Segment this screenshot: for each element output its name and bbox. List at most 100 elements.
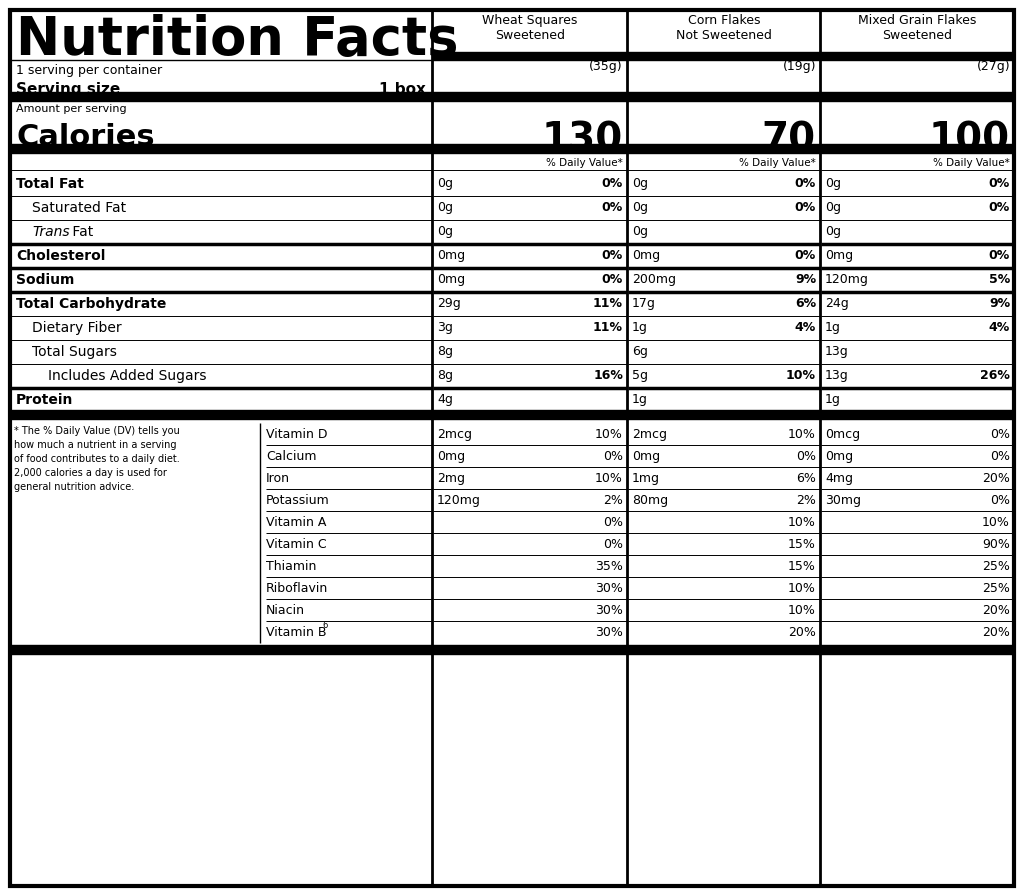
Text: 2mcg: 2mcg xyxy=(437,428,472,441)
Text: 20%: 20% xyxy=(982,604,1010,617)
Text: 13g: 13g xyxy=(825,345,849,358)
Text: 0%: 0% xyxy=(795,177,816,190)
Text: 0%: 0% xyxy=(989,249,1010,262)
Text: 1 serving per container: 1 serving per container xyxy=(16,64,162,77)
Text: Serving size: Serving size xyxy=(16,82,120,97)
Text: 0%: 0% xyxy=(602,201,623,214)
Text: 30%: 30% xyxy=(595,604,623,617)
Text: 0g: 0g xyxy=(437,177,453,190)
Text: 6g: 6g xyxy=(632,345,648,358)
Text: 0%: 0% xyxy=(989,177,1010,190)
Text: Mixed Grain Flakes
Sweetened: Mixed Grain Flakes Sweetened xyxy=(858,14,977,42)
Text: 80mg: 80mg xyxy=(632,494,668,507)
Text: 0g: 0g xyxy=(437,201,453,214)
Text: 20%: 20% xyxy=(982,626,1010,639)
Text: 90%: 90% xyxy=(982,538,1010,551)
Text: 2%: 2% xyxy=(796,494,816,507)
Text: 200mg: 200mg xyxy=(632,273,676,286)
Text: 0%: 0% xyxy=(602,273,623,286)
Text: how much a nutrient in a serving: how much a nutrient in a serving xyxy=(14,440,176,450)
Text: 9%: 9% xyxy=(989,297,1010,310)
Text: 10%: 10% xyxy=(788,428,816,441)
Text: Total Sugars: Total Sugars xyxy=(32,345,117,359)
Text: 4%: 4% xyxy=(989,321,1010,334)
Text: 0mg: 0mg xyxy=(437,249,465,262)
Text: 25%: 25% xyxy=(982,582,1010,595)
Text: general nutrition advice.: general nutrition advice. xyxy=(14,482,134,492)
Text: 0%: 0% xyxy=(603,516,623,529)
Text: Protein: Protein xyxy=(16,393,74,407)
Text: 0%: 0% xyxy=(990,428,1010,441)
Text: 0g: 0g xyxy=(437,225,453,238)
Text: % Daily Value*: % Daily Value* xyxy=(546,158,623,168)
Text: 1 box: 1 box xyxy=(379,82,426,97)
Text: Total Fat: Total Fat xyxy=(16,177,84,191)
Text: 6%: 6% xyxy=(795,297,816,310)
Text: 4mg: 4mg xyxy=(825,472,853,485)
Text: 1mg: 1mg xyxy=(632,472,660,485)
Text: 2%: 2% xyxy=(603,494,623,507)
Text: 10%: 10% xyxy=(788,582,816,595)
Text: 30%: 30% xyxy=(595,626,623,639)
Text: 16%: 16% xyxy=(593,369,623,382)
Text: Dietary Fiber: Dietary Fiber xyxy=(32,321,122,335)
Text: 10%: 10% xyxy=(788,604,816,617)
Text: 0%: 0% xyxy=(603,450,623,463)
Text: 0%: 0% xyxy=(795,249,816,262)
Text: 3g: 3g xyxy=(437,321,453,334)
Text: (19g): (19g) xyxy=(782,60,816,73)
Text: 20%: 20% xyxy=(788,626,816,639)
Text: 0g: 0g xyxy=(825,177,841,190)
Text: 2,000 calories a day is used for: 2,000 calories a day is used for xyxy=(14,468,167,478)
Text: 0g: 0g xyxy=(632,225,648,238)
Text: Iron: Iron xyxy=(266,472,290,485)
Text: 10%: 10% xyxy=(786,369,816,382)
Text: 17g: 17g xyxy=(632,297,656,310)
Text: 11%: 11% xyxy=(593,297,623,310)
Text: 8g: 8g xyxy=(437,369,453,382)
Text: 130: 130 xyxy=(542,120,623,158)
Text: Vitamin C: Vitamin C xyxy=(266,538,327,551)
Text: 0%: 0% xyxy=(990,450,1010,463)
Text: 0mcg: 0mcg xyxy=(825,428,860,441)
Text: 0mg: 0mg xyxy=(825,450,853,463)
Text: Amount per serving: Amount per serving xyxy=(16,104,127,114)
Text: 0g: 0g xyxy=(825,225,841,238)
Text: 0g: 0g xyxy=(632,177,648,190)
Text: 30%: 30% xyxy=(595,582,623,595)
Text: Calories: Calories xyxy=(16,123,155,152)
Text: 6: 6 xyxy=(322,621,328,630)
Text: 2mg: 2mg xyxy=(437,472,465,485)
Text: 4%: 4% xyxy=(795,321,816,334)
Text: % Daily Value*: % Daily Value* xyxy=(739,158,816,168)
Text: Wheat Squares
Sweetened: Wheat Squares Sweetened xyxy=(482,14,578,42)
Text: 0%: 0% xyxy=(795,201,816,214)
Text: 35%: 35% xyxy=(595,560,623,573)
Text: 15%: 15% xyxy=(788,538,816,551)
Text: 0%: 0% xyxy=(989,201,1010,214)
Text: 70: 70 xyxy=(762,120,816,158)
Text: 0mg: 0mg xyxy=(632,249,660,262)
Text: 120mg: 120mg xyxy=(825,273,869,286)
Text: 5%: 5% xyxy=(989,273,1010,286)
Text: 13g: 13g xyxy=(825,369,849,382)
Text: 9%: 9% xyxy=(795,273,816,286)
Text: 0g: 0g xyxy=(632,201,648,214)
Text: Niacin: Niacin xyxy=(266,604,305,617)
Text: 0%: 0% xyxy=(990,494,1010,507)
Text: Riboflavin: Riboflavin xyxy=(266,582,329,595)
Text: 8g: 8g xyxy=(437,345,453,358)
Text: 0%: 0% xyxy=(602,177,623,190)
Text: 120mg: 120mg xyxy=(437,494,481,507)
Text: 10%: 10% xyxy=(982,516,1010,529)
Text: 26%: 26% xyxy=(980,369,1010,382)
Text: Includes Added Sugars: Includes Added Sugars xyxy=(48,369,207,383)
Text: 11%: 11% xyxy=(593,321,623,334)
Text: 1g: 1g xyxy=(825,393,841,406)
Text: 1g: 1g xyxy=(825,321,841,334)
Text: Vitamin B: Vitamin B xyxy=(266,626,327,639)
Text: % Daily Value*: % Daily Value* xyxy=(933,158,1010,168)
Text: 1g: 1g xyxy=(632,321,648,334)
Text: 29g: 29g xyxy=(437,297,461,310)
Text: 0mg: 0mg xyxy=(437,450,465,463)
